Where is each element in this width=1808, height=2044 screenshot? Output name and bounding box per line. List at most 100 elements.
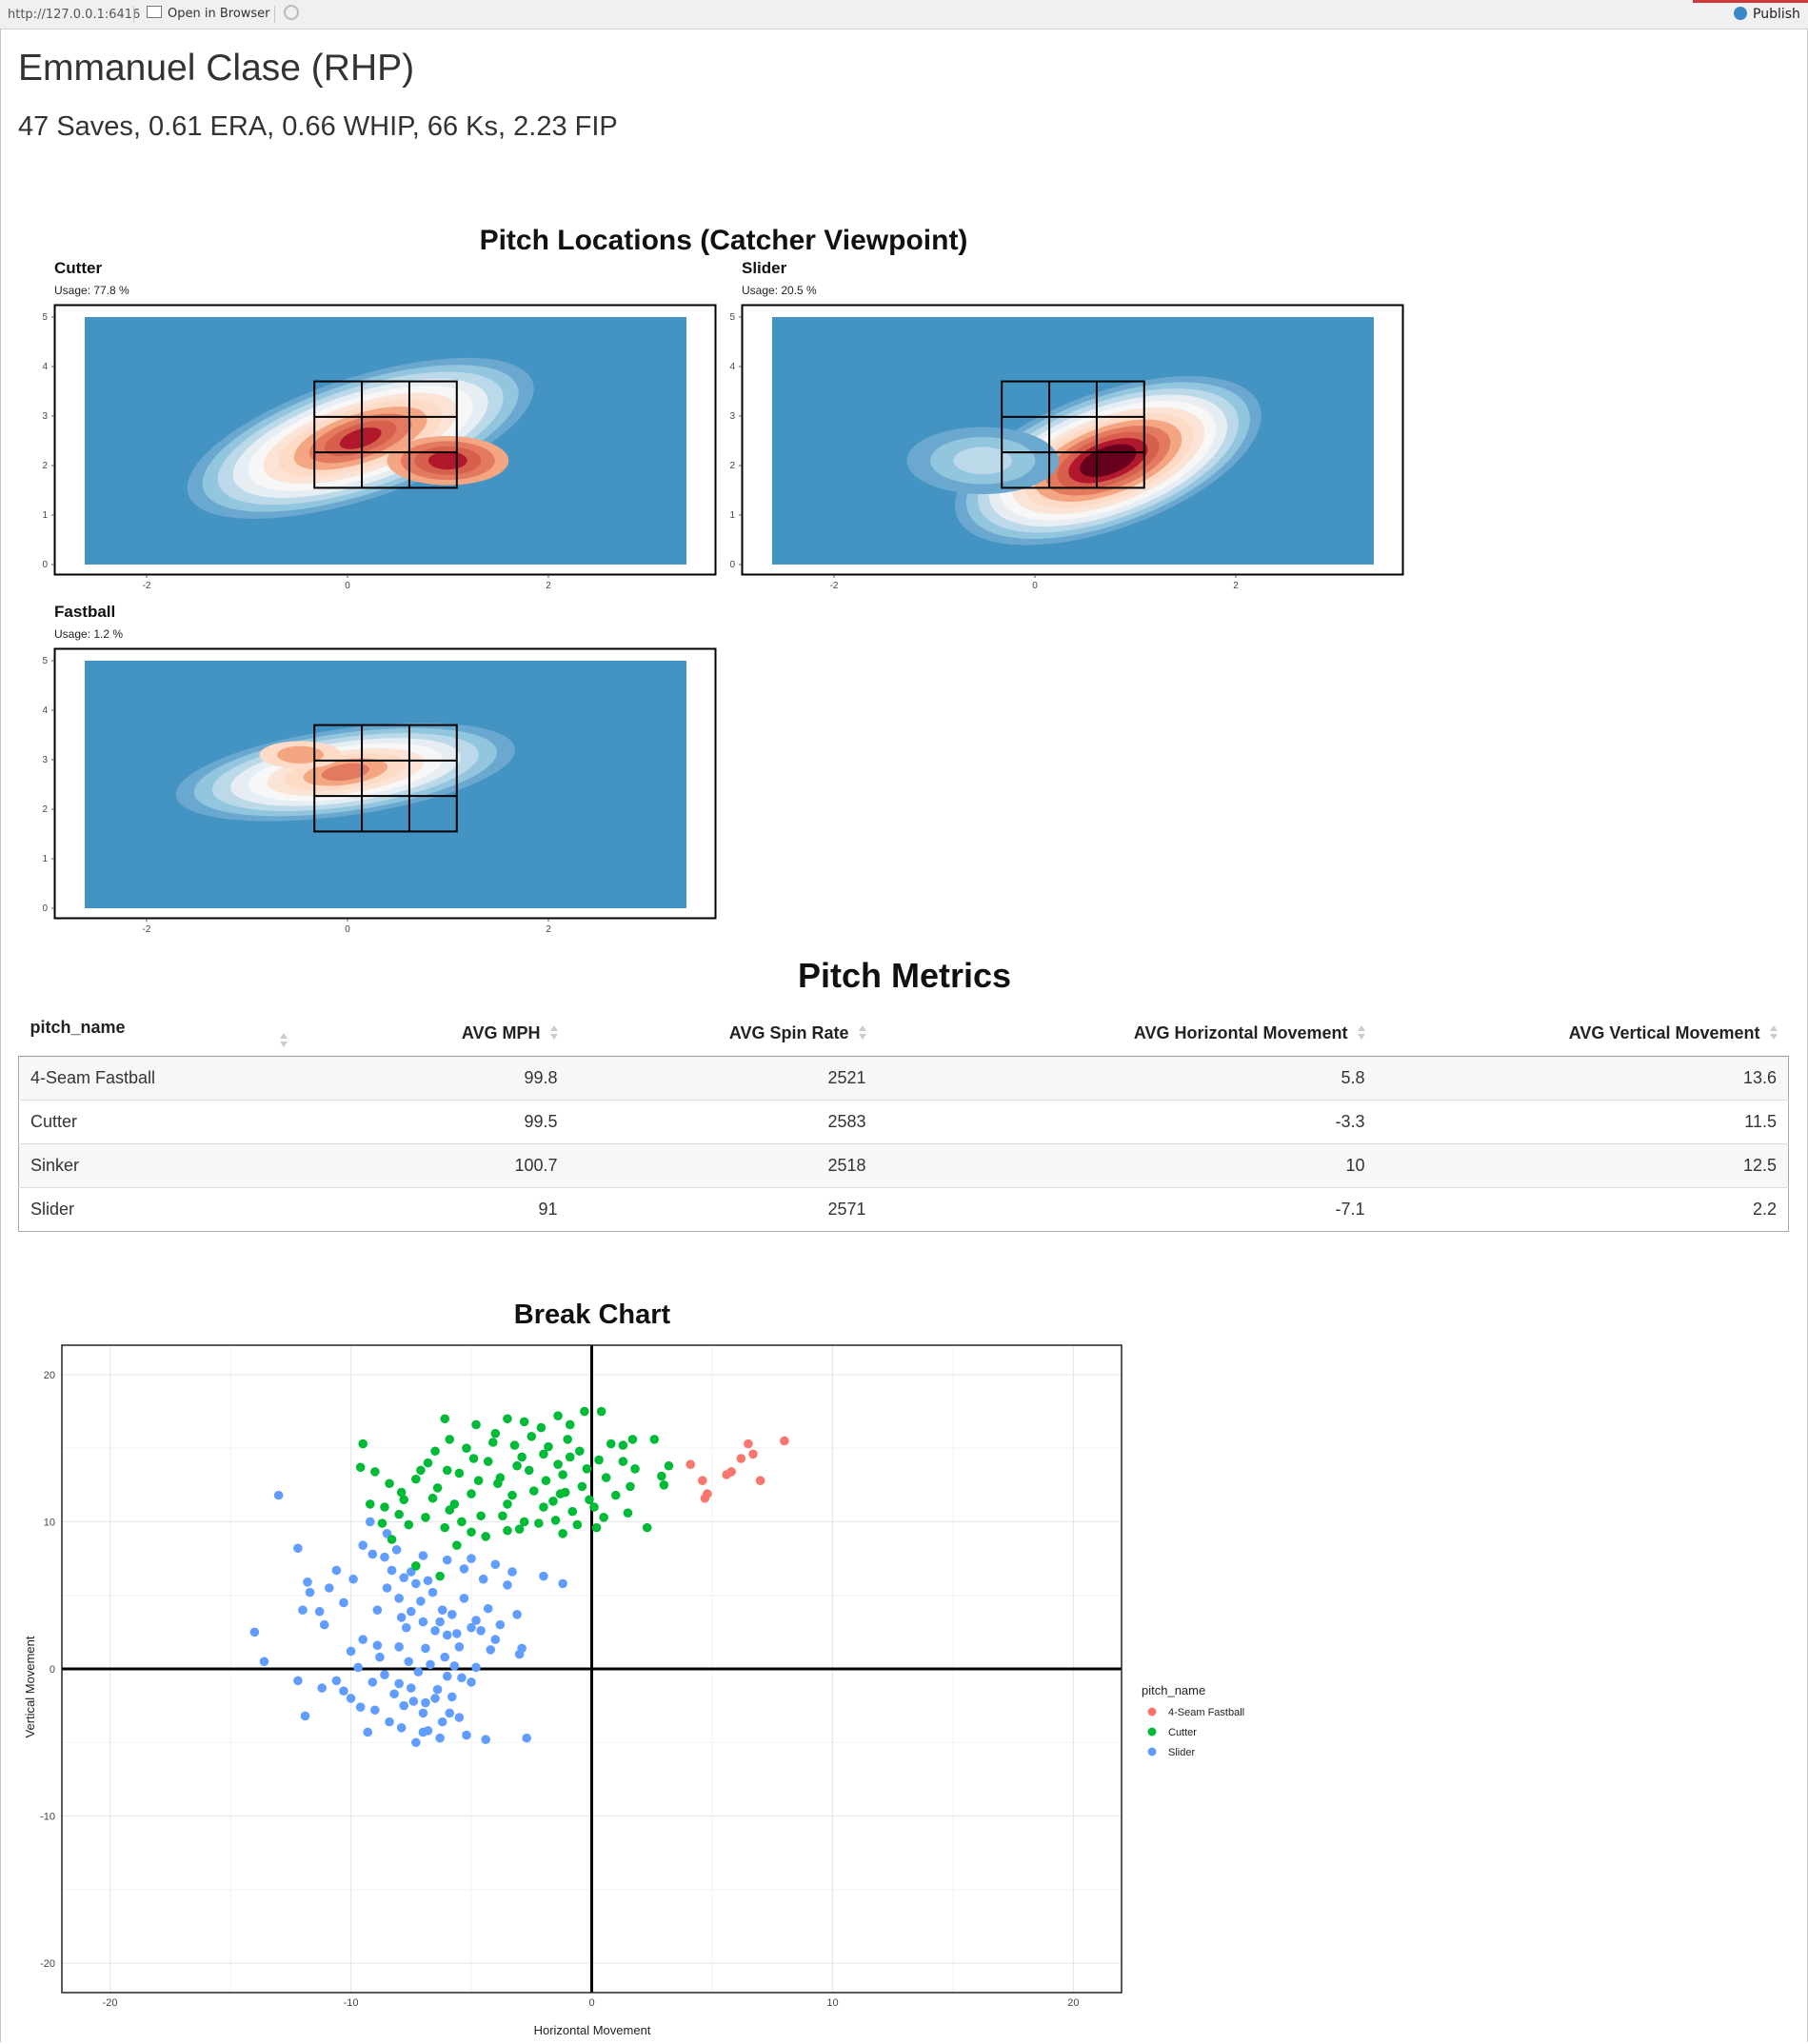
series-slider	[249, 1490, 567, 1748]
cell-pitch-name: Cutter	[18, 1100, 299, 1144]
season-stats: 47 Saves, 0.61 ERA, 0.66 WHIP, 66 Ks, 2.…	[18, 111, 618, 142]
publish-accent-bar	[1693, 0, 1808, 3]
data-point	[507, 1567, 517, 1577]
data-point	[358, 1635, 368, 1644]
data-point	[385, 1478, 394, 1489]
sort-icon[interactable]	[1357, 1024, 1365, 1041]
data-point	[541, 1476, 551, 1485]
data-point	[780, 1436, 789, 1446]
y-tick-label: -20	[40, 1958, 55, 1970]
cell-avg-vertical-movement: 11.5	[1376, 1100, 1789, 1144]
data-point	[406, 1606, 416, 1617]
y-tick-label: 1	[729, 510, 735, 521]
data-point	[606, 1439, 616, 1449]
cell-avg-spin-rate: 2583	[568, 1100, 878, 1144]
cell-avg-mph: 99.5	[298, 1100, 569, 1144]
data-point	[317, 1683, 327, 1693]
cell-pitch-name: 4-Seam Fastball	[18, 1056, 299, 1101]
data-point	[486, 1645, 496, 1655]
data-point	[548, 1497, 558, 1506]
data-point	[755, 1476, 765, 1485]
cell-pitch-name: Slider	[18, 1187, 299, 1232]
data-point	[421, 1643, 430, 1654]
publish-button[interactable]: Publish	[1734, 7, 1800, 22]
data-point	[418, 1551, 428, 1560]
x-tick-label: 20	[1067, 1997, 1079, 2009]
data-point	[380, 1502, 389, 1512]
data-point	[594, 1455, 604, 1465]
page-title: Emmanuel Clase (RHP)	[18, 48, 415, 89]
data-point	[355, 1462, 366, 1473]
data-point	[418, 1617, 428, 1627]
column-header-label: pitch_name	[30, 1018, 126, 1037]
column-header-avg-vertical-movement[interactable]: AVG Vertical Movement	[1376, 1010, 1789, 1057]
table-header-row: pitch_name AVG MPH AVG Spin Rate AVG Hor…	[18, 1010, 1789, 1057]
data-point	[418, 1708, 428, 1718]
data-point	[481, 1532, 490, 1541]
data-point	[372, 1605, 383, 1615]
data-point	[432, 1684, 443, 1695]
data-point	[467, 1554, 476, 1563]
data-point	[394, 1594, 404, 1603]
data-point	[447, 1610, 457, 1619]
table-row: Slider 91 2571 -7.1 2.2	[18, 1187, 1789, 1232]
column-header-avg-mph[interactable]: AVG MPH	[298, 1010, 569, 1057]
column-header-avg-horizontal-movement[interactable]: AVG Horizontal Movement	[877, 1010, 1377, 1057]
cell-pitch-name: Sinker	[18, 1143, 299, 1188]
data-point	[447, 1692, 457, 1702]
cell-avg-horizontal-movement: -3.3	[877, 1100, 1377, 1144]
data-point	[659, 1480, 669, 1490]
x-tick-label: 0	[345, 581, 350, 591]
data-point	[473, 1476, 484, 1485]
column-header-avg-spin-rate[interactable]: AVG Spin Rate	[568, 1010, 878, 1057]
data-point	[534, 1518, 544, 1528]
data-point	[380, 1552, 389, 1562]
sort-icon[interactable]	[1769, 1024, 1778, 1041]
heatmap-slider: 0 1 2 3 4 5 -2 0 2	[729, 304, 1404, 591]
data-point	[331, 1676, 342, 1686]
open-in-browser-button[interactable]: Open in Browser	[147, 6, 270, 23]
data-point	[314, 1606, 325, 1617]
data-point	[389, 1689, 399, 1699]
column-header-label: AVG Spin Rate	[728, 1022, 849, 1042]
data-point	[432, 1483, 443, 1493]
column-header-label: AVG Vertical Movement	[1568, 1022, 1760, 1042]
data-point	[449, 1661, 460, 1671]
data-point	[370, 1467, 380, 1477]
x-tick-label: 0	[1032, 581, 1038, 591]
data-point	[370, 1705, 380, 1716]
data-point	[385, 1717, 394, 1727]
y-tick-label: 5	[729, 312, 735, 323]
data-point	[522, 1733, 532, 1743]
legend: pitch_name 4-Seam Fastball Cutter Slider	[1142, 1683, 1244, 1758]
publish-label: Publish	[1753, 7, 1800, 22]
data-point	[387, 1535, 397, 1544]
data-point	[303, 1578, 312, 1587]
data-point	[591, 1522, 602, 1533]
data-point	[449, 1499, 460, 1509]
data-point	[382, 1583, 392, 1593]
data-point	[452, 1540, 462, 1550]
table-row: Sinker 100.7 2518 10 12.5	[18, 1143, 1789, 1188]
open-in-browser-label: Open in Browser	[168, 7, 270, 21]
column-header-pitch-name[interactable]: pitch_name	[18, 1010, 299, 1057]
data-point	[365, 1499, 375, 1509]
cell-avg-spin-rate: 2571	[568, 1187, 878, 1232]
refresh-icon[interactable]	[284, 5, 299, 20]
sort-icon[interactable]	[549, 1024, 558, 1041]
x-axis-label: Horizontal Movement	[534, 2023, 651, 2037]
cell-avg-mph: 100.7	[298, 1143, 569, 1188]
data-point	[503, 1414, 512, 1424]
sort-icon[interactable]	[279, 1033, 288, 1048]
data-point	[582, 1464, 592, 1474]
data-point	[577, 1481, 587, 1492]
data-point	[249, 1627, 260, 1637]
data-point	[514, 1524, 525, 1534]
data-point	[517, 1452, 527, 1462]
data-point	[413, 1667, 424, 1677]
data-point	[339, 1597, 348, 1608]
sort-icon[interactable]	[858, 1024, 866, 1041]
strike-zone-outline	[313, 380, 458, 489]
data-point	[544, 1441, 553, 1452]
data-point	[555, 1489, 566, 1498]
